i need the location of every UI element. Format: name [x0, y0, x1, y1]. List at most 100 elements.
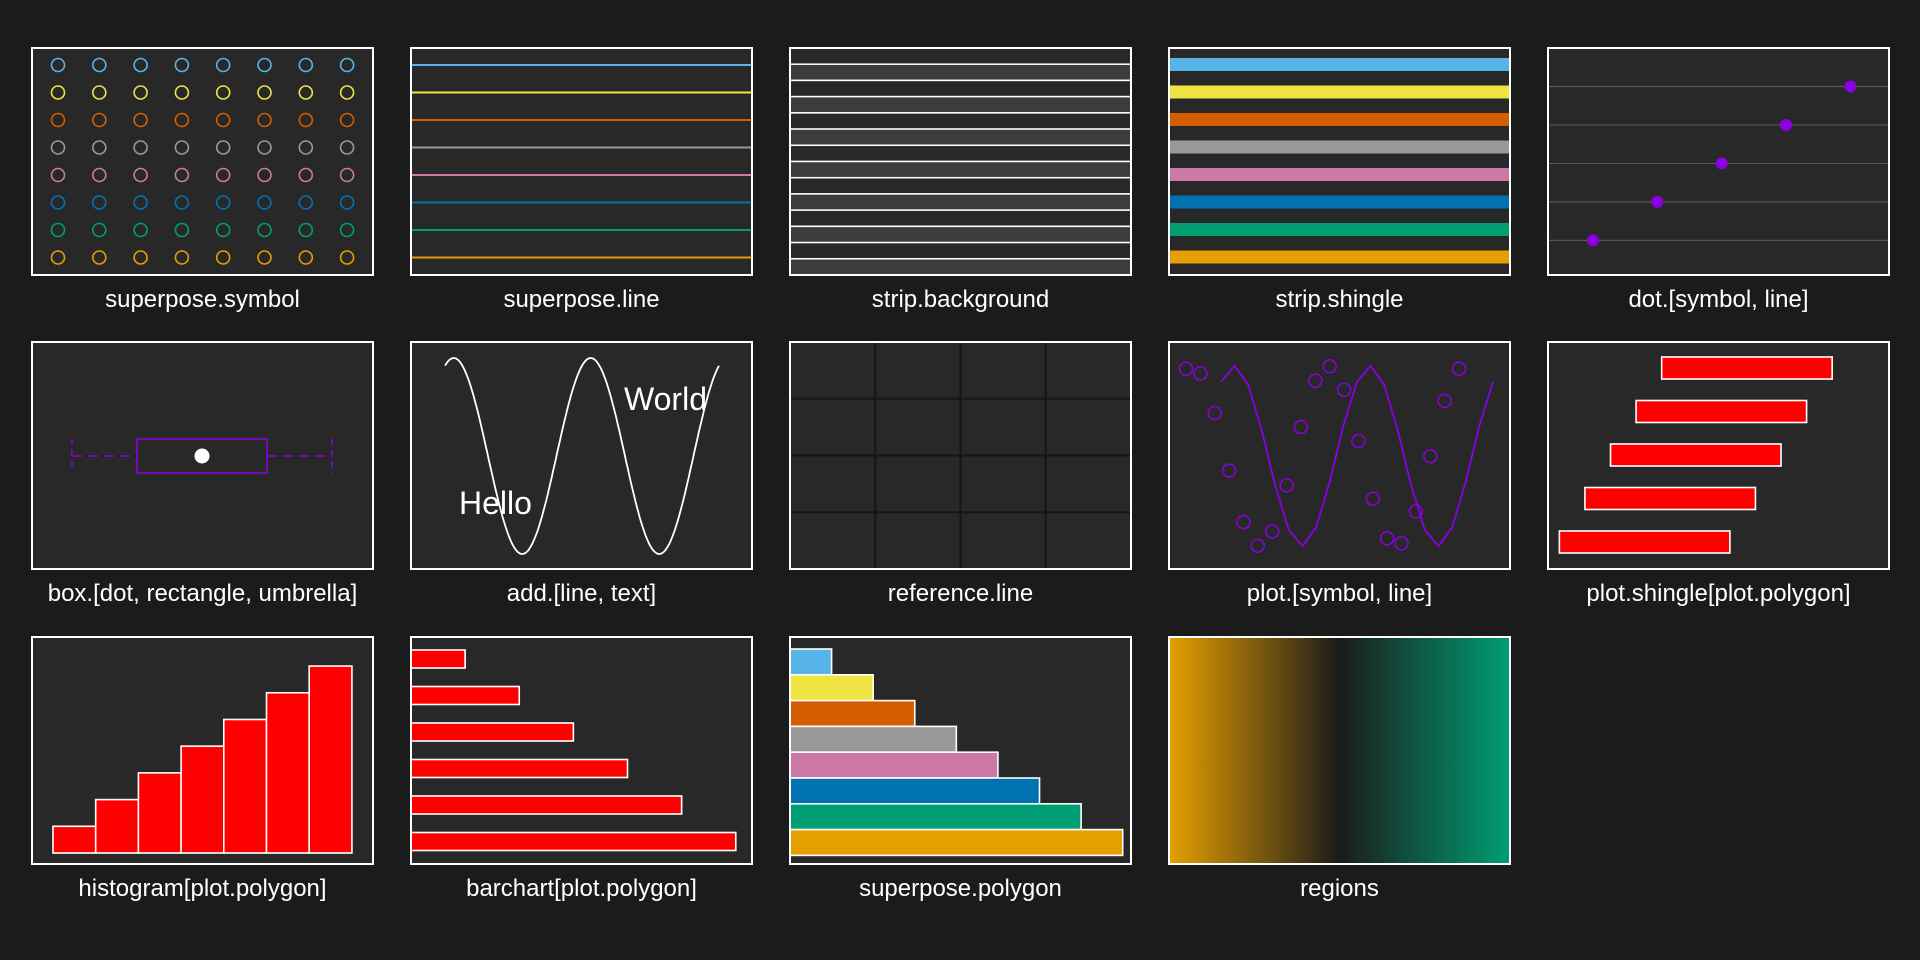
symbol-point	[92, 250, 107, 265]
strip-band	[789, 225, 1132, 244]
panel-caption: strip.background	[872, 286, 1049, 313]
panel-background	[1169, 48, 1510, 275]
panel-background	[411, 48, 752, 275]
panel-caption: regions	[1300, 875, 1379, 902]
panel-plot-area	[1178, 359, 1494, 553]
panel-caption: barchart[plot.polygon]	[466, 875, 697, 902]
symbol-point	[1293, 419, 1309, 435]
strip-band	[789, 47, 1132, 65]
histogram-bar	[137, 772, 182, 854]
shingle-bar	[1584, 486, 1757, 511]
symbol-point	[92, 222, 107, 238]
histogram-bar	[265, 691, 311, 854]
symbol-point	[298, 222, 314, 238]
strip-band	[789, 79, 1132, 98]
symbol-point	[50, 195, 66, 210]
polygon-bar	[789, 828, 1124, 857]
shingle-band	[1169, 250, 1510, 264]
symbol-point	[339, 250, 355, 265]
strip-band	[789, 128, 1132, 147]
symbol-point	[133, 222, 148, 238]
panel-14: regions	[1168, 636, 1511, 902]
panel-11: histogram[plot.polygon]	[31, 636, 374, 902]
symbol-point	[1379, 531, 1395, 546]
symbol-point	[1250, 538, 1266, 553]
polygon-bar	[789, 803, 1082, 831]
strip-band	[789, 176, 1132, 195]
panel-caption: add.[line, text]	[507, 580, 656, 607]
symbol-point	[133, 167, 148, 183]
cosine-line	[444, 357, 720, 555]
shingle-band	[1169, 113, 1510, 126]
panel-border	[31, 341, 374, 570]
symbol-point	[50, 167, 66, 183]
symbol-point	[257, 195, 272, 210]
shingle-band	[1169, 195, 1510, 209]
panel-1: superpose.symbol	[31, 47, 374, 313]
symbol-point	[92, 57, 107, 73]
dot-point	[1715, 157, 1728, 170]
panel-plot-area	[1169, 58, 1510, 264]
panel-6: box.[dot, rectangle, umbrella]	[31, 341, 374, 607]
panel-plot-area	[1558, 356, 1833, 554]
panel-10: plot.shingle[plot.polygon]	[1547, 341, 1890, 607]
symbol-point	[174, 222, 190, 238]
histogram-bar	[180, 745, 225, 854]
panel-caption: box.[dot, rectangle, umbrella]	[48, 580, 358, 607]
symbol-point	[298, 167, 314, 183]
symbol-point	[174, 167, 190, 183]
panel-plot-area	[71, 438, 333, 474]
symbol-point	[1322, 359, 1337, 374]
symbol-point	[298, 57, 314, 73]
symbol-point	[257, 222, 272, 238]
symbol-point	[298, 140, 314, 155]
symbol-point	[133, 57, 148, 73]
symbol-point	[50, 57, 66, 73]
panel-border	[410, 47, 753, 276]
symbol-point	[215, 57, 231, 73]
panel-caption: plot.[symbol, line]	[1247, 580, 1432, 607]
symbol-point	[50, 222, 66, 238]
panel-caption: histogram[plot.polygon]	[78, 875, 326, 902]
symbol-point	[174, 140, 190, 155]
dot-point	[1651, 195, 1664, 208]
symbol-point	[174, 250, 190, 265]
symbol-point	[339, 222, 355, 238]
box-median-dot	[194, 448, 210, 464]
symbol-point	[1437, 393, 1452, 409]
polygon-bar	[789, 725, 958, 754]
barchart-bar	[410, 685, 521, 706]
panel-9: plot.[symbol, line]	[1168, 341, 1511, 607]
panel-plot-area	[411, 64, 752, 259]
symbol-point	[1423, 448, 1438, 464]
symbol-point	[92, 195, 107, 210]
symbol-point	[1221, 463, 1237, 478]
barchart-bar	[410, 758, 629, 779]
panel-2: superpose.line	[410, 47, 753, 313]
panel-border	[789, 341, 1132, 570]
symbol-point	[215, 85, 231, 100]
symbol-point	[339, 167, 355, 183]
panel-border	[1168, 636, 1511, 865]
symbol-point	[215, 250, 231, 265]
shingle-bar	[1660, 356, 1833, 380]
panel-border	[1547, 341, 1890, 570]
panel-background	[411, 342, 752, 569]
barchart-bar	[410, 831, 737, 852]
symbol-point	[174, 85, 190, 100]
symbol-point	[50, 250, 66, 265]
dot-point	[1844, 80, 1857, 93]
symbol-point	[133, 112, 148, 128]
symbol-point	[215, 222, 231, 238]
symbol-point	[339, 112, 355, 128]
panel-border	[1168, 47, 1511, 276]
panel-border	[1547, 47, 1890, 276]
dot-point	[1587, 234, 1600, 247]
panel-border	[1168, 341, 1511, 570]
symbol-point	[1336, 382, 1352, 397]
strip-band	[789, 241, 1132, 260]
symbol-point	[339, 57, 355, 73]
symbol-point	[1236, 514, 1251, 530]
panel-border	[410, 636, 753, 865]
polygon-bar	[789, 699, 916, 728]
